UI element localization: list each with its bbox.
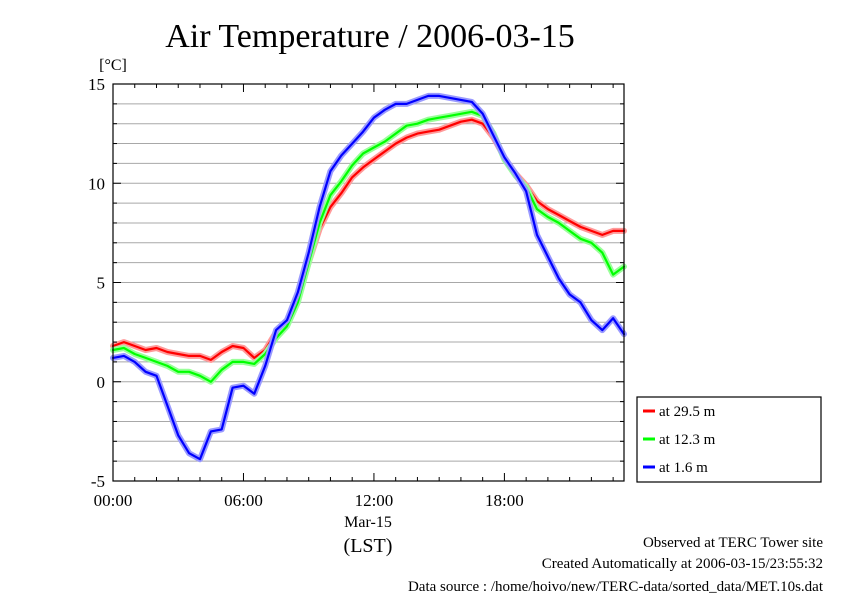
grid-lines — [113, 103, 624, 462]
series-halo — [110, 108, 627, 385]
series-lines — [110, 92, 627, 463]
chart-title: Air Temperature / 2006-03-15 — [165, 18, 575, 55]
legend: at 29.5 m at 12.3 m at 1.6 m — [636, 396, 822, 483]
footer-site-text: Observed at TERC Tower site — [642, 535, 823, 551]
footer-source-text: Data source : /home/hoivo/new/TERC-data/… — [407, 579, 823, 595]
y-tick-label: 5 — [97, 274, 106, 293]
x-axis-date-label: Mar-15 — [344, 514, 392, 531]
legend-label-29-5m: at 29.5 m — [659, 404, 716, 420]
y-tick-label: 0 — [97, 373, 106, 392]
legend-item-1-6m: at 1.6 m — [643, 460, 708, 476]
legend-label-12-3m: at 12.3 m — [659, 432, 716, 448]
legend-item-29-5m: at 29.5 m — [643, 404, 716, 420]
y-tick-label: 10 — [88, 174, 105, 193]
y-axis-unit-label: [°C] — [99, 57, 127, 74]
series-halo — [110, 116, 627, 363]
x-tick-label: 06:00 — [224, 491, 263, 510]
x-tick-label: 12:00 — [355, 491, 394, 510]
legend-box — [636, 396, 822, 483]
legend-item-12-3m: at 12.3 m — [643, 432, 716, 448]
series-line — [111, 94, 626, 461]
x-tick-label: 00:00 — [94, 491, 133, 510]
legend-label-1-6m: at 1.6 m — [659, 460, 708, 476]
series-line — [111, 118, 626, 361]
series-line — [111, 110, 626, 383]
y-tick-label: -5 — [91, 472, 105, 491]
footer-created-text: Created Automatically at 2006-03-15/23:5… — [541, 556, 823, 572]
x-axis-label: (LST) — [344, 535, 393, 557]
axis-ticks: -5 0 5 10 15 00:00 06:00 12:00 18:00 — [88, 75, 624, 510]
x-tick-label: 18:00 — [485, 491, 524, 510]
y-tick-label: 15 — [88, 75, 105, 94]
